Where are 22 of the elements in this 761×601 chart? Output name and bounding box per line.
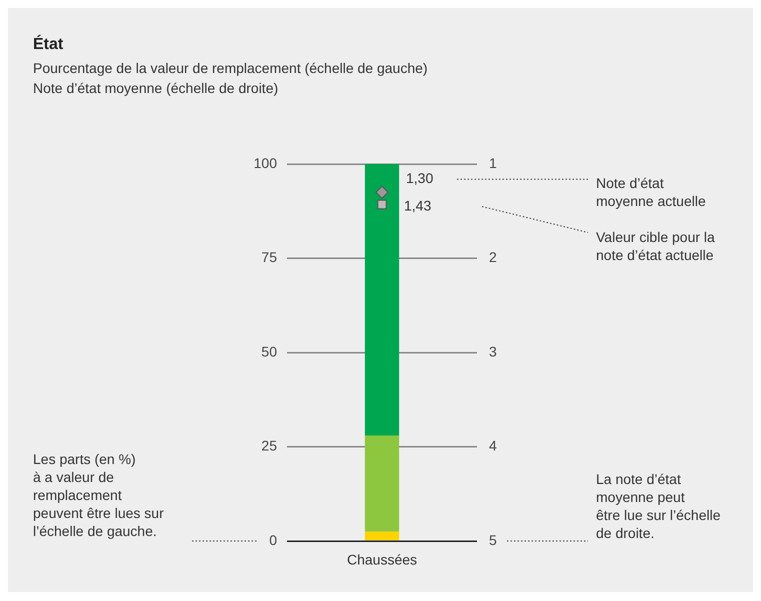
data-label: 1,30 (406, 170, 434, 186)
y-tick-label: 75 (261, 249, 278, 266)
bar (364, 435, 400, 532)
text: La note d’état moyenne peut être lue sur l’échelle de droite. (596, 470, 721, 542)
y2-tick-label: 5 (489, 532, 497, 548)
data-label: 1,43 (404, 197, 432, 214)
y-tick-label: 50 (261, 343, 278, 360)
bar (364, 164, 400, 436)
text: Les parts (en %) à a valeur de remplacement peuvent être lues sur l’échelle de gauche. (33, 450, 164, 540)
y-tick-label: 25 (261, 438, 278, 454)
text: Valeur cible pour la note d’état actuelle (596, 228, 715, 264)
y2-tick-label: 2 (489, 249, 497, 266)
text: Note d’état moyenne actuelle (596, 174, 706, 210)
bar (364, 532, 400, 540)
y2-tick-label: 4 (489, 438, 497, 454)
y2-tick-label: 3 (489, 343, 497, 360)
y2-tick-label: 1 (489, 154, 497, 171)
y-tick-label: 0 (269, 532, 278, 548)
chart-subtitle: Pourcentage de la valeur de remplacement (échelle de gauche) Note d’état moyenne (échelle de droite) (33, 59, 428, 98)
y-tick-label: 100 (254, 154, 278, 171)
text: État (33, 36, 64, 54)
x-tick-label: Chaussées (346, 551, 418, 568)
